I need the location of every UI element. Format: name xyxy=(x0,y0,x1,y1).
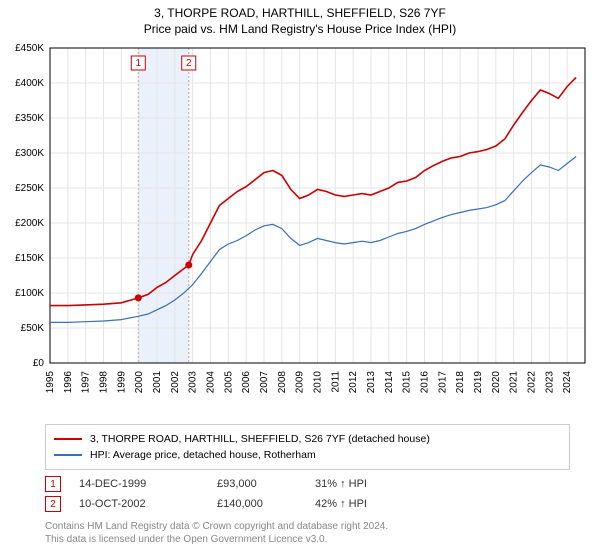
legend-text-1: HPI: Average price, detached house, Roth… xyxy=(90,449,316,461)
chart-area: £0 £50K £100K £150K £200K £250K £300K £350K £400… xyxy=(0,38,600,418)
legend-row-0: 3, THORPE ROAD, HARTHILL, SHEFFIELD, S26… xyxy=(54,431,561,447)
svg-text:2019: 2019 xyxy=(473,371,484,394)
sales-marker-1: 1 xyxy=(45,476,61,492)
svg-text:2018: 2018 xyxy=(455,371,466,394)
legend-swatch-0 xyxy=(54,438,82,440)
svg-text:2003: 2003 xyxy=(188,371,199,394)
svg-text:2015: 2015 xyxy=(402,371,413,394)
sales-date-1: 14-DEC-1999 xyxy=(79,478,199,490)
svg-text:2007: 2007 xyxy=(259,371,270,394)
sales-price-1: £93,000 xyxy=(217,478,297,490)
chart-title-line1: 3, THORPE ROAD, HARTHILL, SHEFFIELD, S26… xyxy=(0,6,600,20)
chart-title-line2: Price paid vs. HM Land Registry's House … xyxy=(0,22,600,36)
svg-text:2021: 2021 xyxy=(509,371,520,394)
svg-text:2020: 2020 xyxy=(491,371,502,394)
svg-text:2010: 2010 xyxy=(313,371,324,394)
footer-line1: Contains HM Land Registry data © Crown c… xyxy=(45,520,570,533)
svg-text:£400K: £400K xyxy=(15,78,44,89)
svg-text:£300K: £300K xyxy=(15,148,44,159)
sales-table: 1 14-DEC-1999 £93,000 31% ↑ HPI 2 10-OCT-2002… xyxy=(45,474,570,514)
svg-text:2004: 2004 xyxy=(206,371,217,394)
svg-text:2006: 2006 xyxy=(241,371,252,394)
svg-text:2014: 2014 xyxy=(384,371,395,394)
footer-line2: This data is licensed under the Open Gov… xyxy=(45,533,570,546)
marker-label-1: 1 xyxy=(135,58,141,69)
marker-dot-1 xyxy=(135,294,142,301)
sales-row-2: 2 10-OCT-2002 £140,000 42% ↑ HPI xyxy=(45,494,570,514)
svg-text:£50K: £50K xyxy=(21,323,45,334)
svg-text:1998: 1998 xyxy=(99,371,110,394)
svg-text:2001: 2001 xyxy=(152,371,163,394)
sales-row-1: 1 14-DEC-1999 £93,000 31% ↑ HPI xyxy=(45,474,570,494)
svg-text:2009: 2009 xyxy=(295,371,306,394)
svg-text:£250K: £250K xyxy=(15,183,44,194)
svg-text:£350K: £350K xyxy=(15,113,44,124)
legend: 3, THORPE ROAD, HARTHILL, SHEFFIELD, S26… xyxy=(45,424,570,470)
svg-text:2012: 2012 xyxy=(348,371,359,394)
sales-pct-2: 42% ↑ HPI xyxy=(315,498,405,510)
marker-dot-2 xyxy=(185,262,192,269)
svg-text:£200K: £200K xyxy=(15,218,44,229)
svg-text:2000: 2000 xyxy=(134,371,145,394)
legend-text-0: 3, THORPE ROAD, HARTHILL, SHEFFIELD, S26… xyxy=(90,433,430,445)
sales-pct-1: 31% ↑ HPI xyxy=(315,478,405,490)
svg-text:2002: 2002 xyxy=(170,371,181,394)
sales-price-2: £140,000 xyxy=(217,498,297,510)
svg-text:£0: £0 xyxy=(33,358,45,369)
svg-text:£450K: £450K xyxy=(15,43,44,54)
svg-text:1999: 1999 xyxy=(116,371,127,394)
sales-date-2: 10-OCT-2002 xyxy=(79,498,199,510)
svg-text:1997: 1997 xyxy=(81,371,92,394)
footer-attribution: Contains HM Land Registry data © Crown c… xyxy=(45,520,570,546)
legend-swatch-1 xyxy=(54,454,82,456)
svg-text:2011: 2011 xyxy=(330,371,341,393)
svg-text:2016: 2016 xyxy=(420,371,431,394)
svg-text:1995: 1995 xyxy=(45,371,56,394)
svg-text:2005: 2005 xyxy=(223,371,234,394)
marker-label-2: 2 xyxy=(186,58,192,69)
svg-text:2022: 2022 xyxy=(527,371,538,394)
legend-row-1: HPI: Average price, detached house, Roth… xyxy=(54,447,561,463)
sales-marker-2: 2 xyxy=(45,496,61,512)
svg-text:1996: 1996 xyxy=(63,371,74,394)
svg-text:2023: 2023 xyxy=(544,371,555,394)
svg-text:£150K: £150K xyxy=(15,253,44,264)
svg-text:2017: 2017 xyxy=(437,371,448,394)
svg-text:2024: 2024 xyxy=(562,371,573,394)
svg-text:£100K: £100K xyxy=(15,288,44,299)
svg-text:2008: 2008 xyxy=(277,371,288,394)
svg-text:2013: 2013 xyxy=(366,371,377,394)
